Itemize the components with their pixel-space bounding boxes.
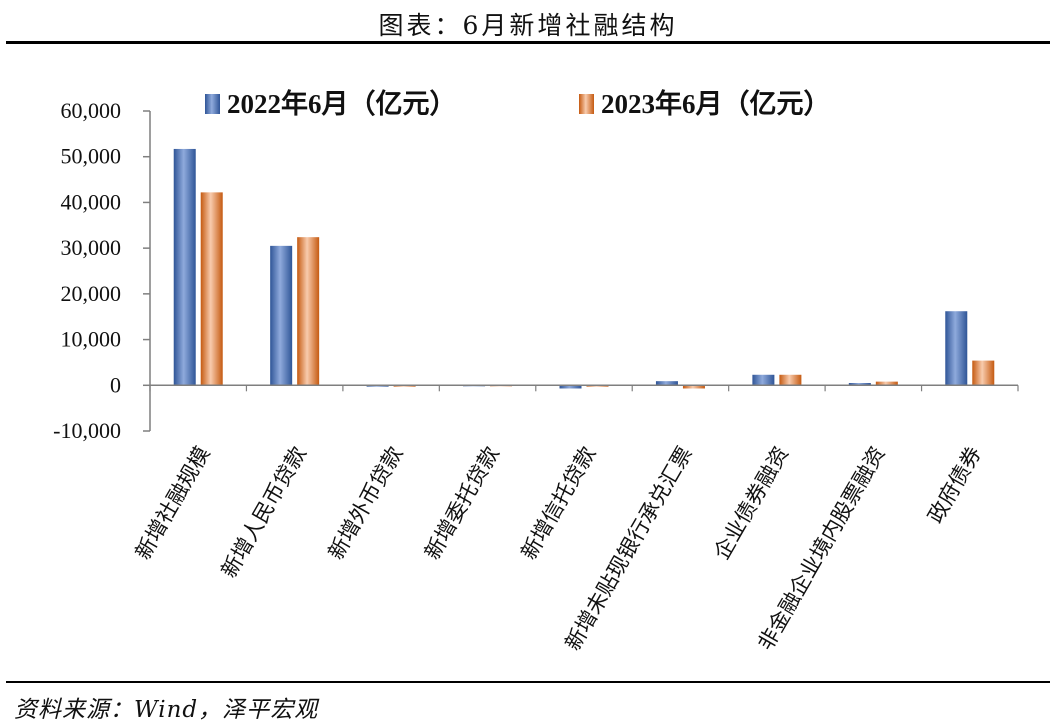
x-tick-label: 政府债券 [923,443,986,528]
bars-group [173,148,995,389]
bar-2023-5 [682,385,705,389]
x-tick-label: 新增信托贷款 [517,443,601,564]
legend-swatch-0 [205,94,220,114]
legend: 2022年6月（亿元） 2023年6月（亿元） [205,88,831,119]
bar-2023-8 [972,360,995,386]
y-tick-label: 20,000 [61,281,122,306]
y-tick-label: 30,000 [61,235,122,260]
x-tick-label: 新增人民币贷款 [217,443,311,582]
bar-2022-6 [752,374,775,386]
bar-2022-5 [655,381,678,386]
x-axis: 新增社融规模 新增人民币贷款 新增外币贷款 新增委托贷款 新增信托贷款新增未贴现银行承兑… [131,384,1019,655]
y-tick-label: -10,000 [53,418,121,443]
x-tick-label: 新增社融规模 [131,443,215,564]
bar-2023-1 [297,237,320,386]
y-tick-label: 60,000 [61,98,122,123]
bar-2022-4 [559,385,582,389]
figure-title: 图表：6月新增社融结构 [378,11,678,40]
y-tick-label: 40,000 [61,189,122,214]
y-tick-label: 0 [110,372,121,397]
top-rule [6,41,1050,44]
x-tick-label: 新增外币贷款 [324,443,408,564]
bar-2022-1 [270,245,293,386]
bar-2023-0 [200,192,223,386]
x-tick-label: 新增委托贷款 [420,443,504,564]
bar-2022-0 [173,148,196,386]
x-tick-label: 企业债券融资 [709,443,793,564]
bar-2022-7 [848,383,871,386]
bar-2022-8 [945,311,968,386]
y-axis: -10,000 0 10,000 20,000 30,000 40,000 50,000 60… [53,98,151,443]
legend-label-1: 2023年6月（亿元） [601,88,831,119]
bar-2023-7 [875,381,898,386]
y-tick-label: 10,000 [61,327,122,352]
bottom-rule [6,681,1050,683]
bar-chart: 2022年6月（亿元） 2023年6月（亿元） -10,000 0 10,000 20,… [53,88,1019,655]
legend-swatch-1 [579,94,594,114]
y-tick-label: 50,000 [61,144,122,169]
bar-2023-6 [779,374,802,386]
source-note: 资料来源：Wind，泽平宏观 [14,697,319,723]
legend-label-0: 2022年6月（亿元） [227,88,457,119]
